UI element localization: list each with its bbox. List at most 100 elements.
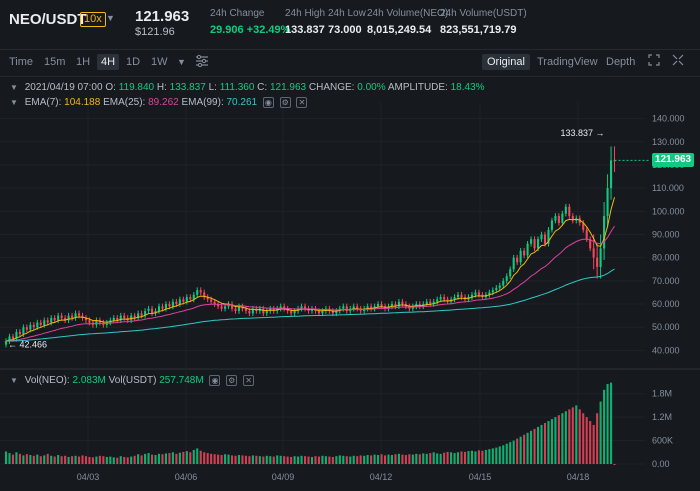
volume-bar xyxy=(394,454,397,464)
volume-bar xyxy=(164,453,167,464)
volume-bar xyxy=(206,453,209,464)
volume-bar xyxy=(415,453,418,464)
volume-bar xyxy=(610,382,613,464)
volume-bar xyxy=(168,453,171,464)
volume-bar xyxy=(293,456,296,464)
volume-bar xyxy=(203,452,206,464)
volume-bar xyxy=(71,456,74,464)
volume-bar xyxy=(606,383,609,464)
volume-bar xyxy=(481,450,484,464)
volume-bar xyxy=(477,450,480,464)
volume-bar xyxy=(543,423,547,464)
volume-bar xyxy=(304,456,307,464)
candle xyxy=(293,311,296,314)
volume-bar xyxy=(77,456,81,464)
volume-bar xyxy=(314,456,317,464)
close-icon[interactable]: ✕ xyxy=(296,97,308,108)
volume-bar xyxy=(161,454,164,464)
volume-bar xyxy=(98,455,101,464)
volume-bar xyxy=(547,421,550,464)
candle xyxy=(157,306,161,311)
candle xyxy=(390,304,394,307)
volume-bar xyxy=(248,456,251,464)
volume-bar xyxy=(57,455,60,464)
volume-bar xyxy=(88,456,91,464)
volume-bar xyxy=(317,456,320,464)
eye-icon[interactable]: ◉ xyxy=(262,97,274,108)
indicator-settings-icon[interactable] xyxy=(195,54,209,73)
volume-bar xyxy=(331,456,334,464)
volume-bar xyxy=(467,451,470,464)
settings-icon[interactable]: ⚙ xyxy=(279,97,291,108)
volume-bar xyxy=(470,450,473,464)
close-icon[interactable]: ✕ xyxy=(243,375,255,386)
volume-bar xyxy=(505,443,508,464)
chevron-down-icon[interactable]: ▼ xyxy=(177,57,186,67)
volume-bar xyxy=(474,451,477,464)
candle xyxy=(262,308,265,314)
volume-bar xyxy=(18,453,21,464)
candlestick-chart[interactable]: 04/03 04/06 04/09 04/12 04/15 04/18 140.000 130… xyxy=(0,77,700,491)
volume-bar xyxy=(530,430,533,464)
volume-bar xyxy=(488,449,491,464)
interval-4h[interactable]: 4H xyxy=(97,54,120,70)
tab-original[interactable]: Original xyxy=(482,54,530,70)
chevron-down-icon[interactable]: ▼ xyxy=(10,83,18,92)
candle xyxy=(474,292,477,295)
candle xyxy=(589,239,592,249)
interval-1w[interactable]: 1W xyxy=(151,56,168,68)
candle xyxy=(519,250,522,263)
volume-bar xyxy=(578,409,581,464)
eye-icon[interactable]: ◉ xyxy=(209,375,221,386)
chart-area[interactable]: 04/03 04/06 04/09 04/12 04/15 04/18 140.000 130… xyxy=(0,76,700,491)
candle xyxy=(477,292,480,295)
fullscreen-icon[interactable] xyxy=(648,54,660,71)
interval-1h[interactable]: 1H xyxy=(76,56,91,68)
volume-bar xyxy=(446,451,449,464)
candle xyxy=(244,308,247,311)
expand-icon[interactable] xyxy=(672,54,684,71)
candle xyxy=(230,304,234,309)
stat-24h-low: 24h Low 73.000 xyxy=(328,8,366,36)
interval-1d[interactable]: 1D xyxy=(126,56,141,68)
volume-bar xyxy=(366,455,369,464)
volume-bar xyxy=(227,454,230,464)
candle xyxy=(366,306,369,309)
volume-bar xyxy=(370,455,373,464)
volume-bar xyxy=(582,413,585,464)
interval-15m[interactable]: 15m xyxy=(44,56,66,68)
candle xyxy=(29,324,32,330)
chevron-down-icon[interactable]: ▼ xyxy=(106,13,115,23)
volume-bar xyxy=(36,454,39,464)
leverage-badge[interactable]: 10x xyxy=(80,12,106,27)
volume-bar xyxy=(349,456,352,464)
candle xyxy=(516,257,519,263)
volume-bar xyxy=(182,451,185,464)
tab-tradingview[interactable]: TradingView xyxy=(537,56,598,68)
candle xyxy=(533,239,536,249)
settings-icon[interactable]: ⚙ xyxy=(226,375,238,386)
ema25-line xyxy=(5,225,615,342)
candle xyxy=(554,215,557,221)
time-label[interactable]: Time xyxy=(9,56,34,68)
candle xyxy=(8,336,11,342)
volume-bar xyxy=(130,456,133,464)
volume-bar xyxy=(60,456,63,464)
volume-bar xyxy=(199,450,202,464)
pair-selector[interactable]: NEO/USDT xyxy=(9,11,87,28)
candle xyxy=(137,313,140,318)
candle xyxy=(178,299,181,305)
candle xyxy=(502,280,505,286)
volume-bar xyxy=(363,455,366,464)
chevron-down-icon[interactable]: ▼ xyxy=(10,98,18,108)
candle xyxy=(599,248,602,267)
current-price-label: 121.963 xyxy=(652,153,694,168)
candle xyxy=(161,306,164,309)
x-tick-label: 04/15 xyxy=(469,472,492,482)
volume-bar xyxy=(53,456,56,464)
candle xyxy=(53,317,56,321)
candle xyxy=(265,311,268,314)
tab-depth[interactable]: Depth xyxy=(606,56,636,68)
chevron-down-icon[interactable]: ▼ xyxy=(10,376,18,386)
candle xyxy=(512,257,515,270)
